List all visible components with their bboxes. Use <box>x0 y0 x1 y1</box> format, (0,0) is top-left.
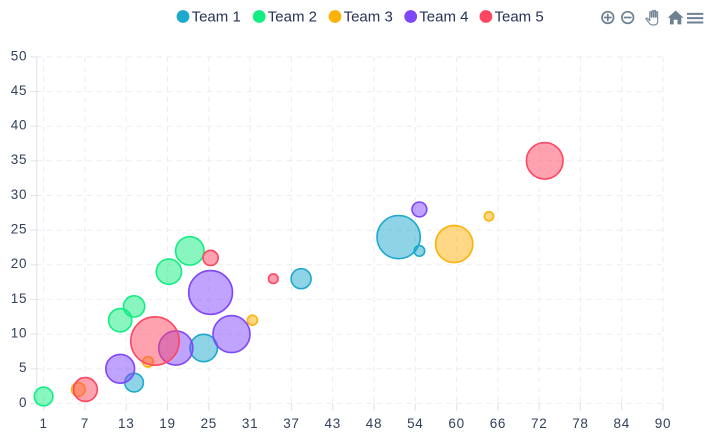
svg-text:30: 30 <box>11 187 27 202</box>
svg-text:25: 25 <box>201 416 217 431</box>
svg-text:60: 60 <box>448 416 464 431</box>
svg-text:43: 43 <box>324 416 340 431</box>
svg-text:45: 45 <box>11 83 27 98</box>
svg-text:7: 7 <box>81 416 89 431</box>
svg-text:Team 2: Team 2 <box>268 9 317 26</box>
svg-text:35: 35 <box>11 152 27 167</box>
svg-text:19: 19 <box>159 416 175 431</box>
svg-text:84: 84 <box>613 416 629 431</box>
svg-text:54: 54 <box>407 416 423 431</box>
svg-text:48: 48 <box>366 416 382 431</box>
svg-text:Team 4: Team 4 <box>419 9 468 26</box>
svg-text:Team 3: Team 3 <box>344 9 393 26</box>
svg-text:37: 37 <box>283 416 299 431</box>
svg-text:90: 90 <box>655 416 671 431</box>
svg-text:1: 1 <box>39 416 47 431</box>
svg-text:0: 0 <box>19 395 27 410</box>
svg-text:5: 5 <box>19 360 27 375</box>
svg-text:40: 40 <box>11 118 27 133</box>
svg-text:20: 20 <box>11 256 27 271</box>
svg-text:10: 10 <box>11 326 27 341</box>
svg-text:25: 25 <box>11 222 27 237</box>
svg-text:78: 78 <box>572 416 588 431</box>
svg-text:Team 5: Team 5 <box>495 9 544 26</box>
svg-text:31: 31 <box>242 416 258 431</box>
svg-text:15: 15 <box>11 291 27 306</box>
svg-text:Team 1: Team 1 <box>192 9 241 26</box>
svg-text:72: 72 <box>531 416 547 431</box>
svg-text:13: 13 <box>118 416 134 431</box>
svg-text:66: 66 <box>490 416 506 431</box>
svg-text:50: 50 <box>11 48 27 63</box>
